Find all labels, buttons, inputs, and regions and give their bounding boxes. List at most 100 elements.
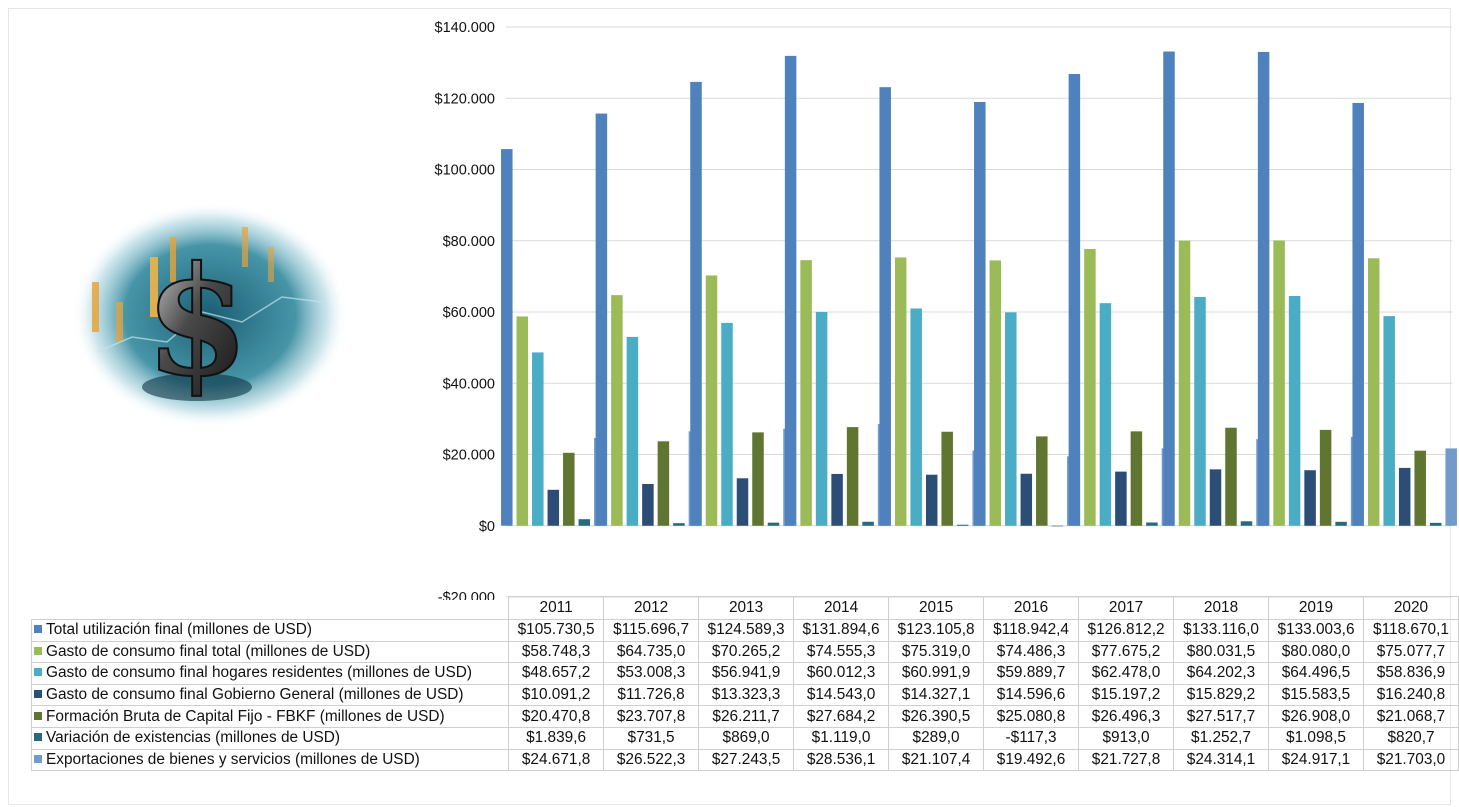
- legend-label: Total utilización final (millones de USD…: [46, 621, 313, 639]
- data-label: $24.671,8: [508, 748, 605, 772]
- data-label: $26.908,0: [1268, 705, 1364, 728]
- legend-key-icon: [34, 711, 42, 720]
- data-label: $58.836,9: [1363, 662, 1459, 685]
- y-tick-label: $120.000: [435, 91, 495, 107]
- x-category-label: 2011: [508, 596, 605, 620]
- data-label: $28.536,1: [793, 748, 890, 772]
- data-label: $60.991,9: [888, 662, 985, 685]
- table-row: Gasto de consumo final total (millones d…: [30, 640, 1459, 664]
- data-label: $14.596,6: [983, 683, 1080, 707]
- data-label: $74.555,3: [793, 640, 890, 664]
- bar: [611, 295, 623, 526]
- data-label: $27.243,5: [698, 748, 795, 772]
- data-label: $131.894,6: [793, 619, 890, 642]
- legend-entry: Gasto de consumo final hogares residente…: [30, 662, 510, 685]
- data-label: $21.068,7: [1363, 705, 1459, 728]
- y-tick-label: $0: [479, 519, 495, 535]
- bar: [532, 352, 544, 526]
- bar: [516, 316, 529, 526]
- table-corner: [32, 597, 509, 620]
- table-header-row: 2011 2012 2013 2014 2015 2016 2017 2018 2019 2020: [32, 596, 1459, 620]
- bar: [1304, 470, 1316, 526]
- legend-key-icon: [34, 625, 42, 634]
- data-label: $64.202,3: [1173, 662, 1269, 685]
- legend-entry: Variación de existencias (millones de US…: [30, 726, 510, 750]
- legend-entry: Gasto de consumo final Gobierno General …: [30, 683, 510, 707]
- bar: [673, 523, 685, 526]
- bar: [1414, 450, 1426, 526]
- data-label: $75.319,0: [888, 640, 985, 664]
- legend-entry: Exportaciones de bienes y servicios (mil…: [30, 748, 510, 772]
- data-label: $15.583,5: [1268, 683, 1364, 707]
- data-label: $64.496,5: [1268, 662, 1364, 685]
- data-label: $26.522,3: [603, 748, 700, 772]
- legend-key-icon: [34, 733, 42, 742]
- bar: [800, 260, 812, 526]
- bar: [1146, 522, 1158, 526]
- data-label: $14.543,0: [793, 683, 890, 707]
- bar: [595, 113, 608, 526]
- svg-text:$: $: [145, 234, 249, 410]
- bar: [1130, 431, 1143, 526]
- bar: [578, 519, 591, 526]
- data-label: $869,0: [698, 726, 795, 750]
- legend-label: Gasto de consumo final Gobierno General …: [46, 686, 464, 704]
- data-label: $64.735,0: [603, 640, 700, 664]
- bar: [1398, 467, 1411, 526]
- data-label: $25.080,8: [983, 705, 1080, 728]
- bar: [1445, 448, 1457, 526]
- bar: [657, 441, 670, 526]
- y-tick-label: $60.000: [443, 305, 495, 321]
- data-label: $913,0: [1078, 726, 1175, 750]
- data-label: $133.003,6: [1268, 619, 1364, 642]
- legend-key-icon: [34, 754, 42, 763]
- data-label: $105.730,5: [508, 619, 605, 642]
- data-label: $70.265,2: [698, 640, 795, 664]
- bar: [1352, 102, 1364, 526]
- bar: [974, 102, 986, 526]
- data-label: $74.486,3: [983, 640, 1080, 664]
- table-row: Variación de existencias (millones de US…: [30, 726, 1459, 750]
- data-label: $820,7: [1363, 726, 1459, 750]
- data-label: $289,0: [888, 726, 985, 750]
- bar: [989, 260, 1002, 526]
- data-label: $126.812,2: [1078, 619, 1175, 642]
- data-label: $24.917,1: [1268, 748, 1364, 772]
- x-category-label: 2019: [1268, 596, 1364, 620]
- data-label: $26.496,3: [1078, 705, 1175, 728]
- data-label: $16.240,8: [1363, 683, 1459, 707]
- legend-label: Gasto de consumo final total (millones d…: [46, 642, 371, 660]
- table-row: Formación Bruta de Capital Fijo - FBKF (…: [30, 705, 1459, 728]
- data-label: $1.098,5: [1268, 726, 1364, 750]
- bar: [1194, 297, 1206, 526]
- data-label: $21.727,8: [1078, 748, 1175, 772]
- y-axis-ticks: $140.000 $120.000 $100.000 $80.000 $60.000 $4…: [435, 20, 495, 600]
- data-label: $53.008,3: [603, 662, 700, 685]
- bar: [1084, 249, 1096, 526]
- bar: [1257, 51, 1270, 526]
- data-label: $133.116,0: [1173, 619, 1269, 642]
- x-category-label: 2014: [793, 596, 890, 620]
- table-row: Gasto de consumo final hogares residente…: [30, 662, 1459, 685]
- data-label: $15.197,2: [1078, 683, 1175, 707]
- data-label: $1.839,6: [508, 726, 605, 750]
- bar: [1225, 427, 1237, 526]
- bar: [1319, 429, 1332, 526]
- bar: [626, 336, 639, 526]
- bar: [1068, 73, 1081, 526]
- bar: [1429, 522, 1442, 526]
- legend-label: Formación Bruta de Capital Fijo - FBKF (…: [46, 707, 445, 725]
- bars: [501, 51, 1457, 527]
- x-category-label: 2013: [698, 596, 795, 620]
- legend-key-icon: [34, 668, 42, 677]
- bar: [1288, 295, 1301, 526]
- legend-entry: Gasto de consumo final total (millones d…: [30, 640, 510, 664]
- bar: [815, 311, 828, 526]
- legend-entry: Formación Bruta de Capital Fijo - FBKF (…: [30, 705, 510, 728]
- x-category-label: 2020: [1363, 596, 1459, 620]
- data-label: $56.941,9: [698, 662, 795, 685]
- bar: [831, 473, 843, 526]
- data-label: $118.942,4: [983, 619, 1080, 642]
- dollar-sign-photo: $: [72, 202, 348, 428]
- bar: [879, 87, 891, 526]
